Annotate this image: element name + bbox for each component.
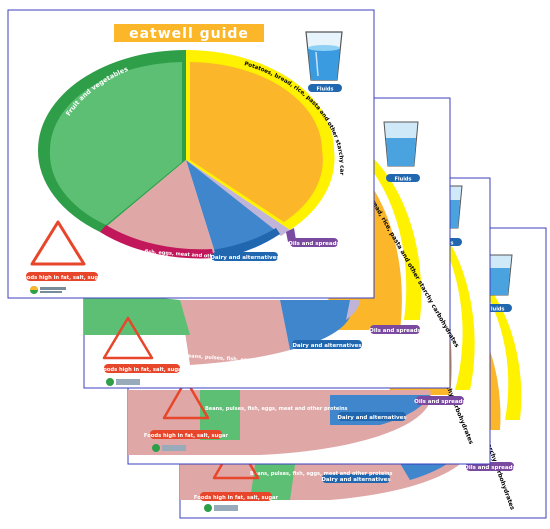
fluids-label-2 [386, 174, 420, 182]
page-title: eatwell guide [129, 26, 249, 42]
dairy-text: Dairy and alternatives [210, 255, 280, 261]
logo-text-3 [162, 445, 186, 451]
fluids-glass-icon [305, 31, 343, 81]
fat-salt-sugar-text: Foods high in fat, salt, sugar [20, 275, 105, 281]
logo-text-2 [116, 379, 140, 385]
oils-label-2 [370, 325, 420, 334]
treat-triangle-icon-3 [162, 378, 210, 420]
fluids-text: Fluids [317, 87, 334, 93]
fluids-text-4: Fluids [488, 307, 505, 313]
fluids-label [308, 84, 342, 92]
fat-salt-sugar-label [26, 272, 98, 281]
logo-text-line-1 [40, 287, 66, 290]
dairy-text-2: Dairy and alternatives [292, 343, 362, 349]
oils-text-3: Oils and spreads [414, 399, 466, 405]
proteins-segment-rim [100, 225, 214, 259]
dairy-text-3: Dairy and alternatives [337, 415, 407, 421]
logo-icon [30, 286, 38, 294]
fat-salt-sugar-text-3: Foods high in fat, salt, sugar [144, 433, 229, 439]
starchy-segment [190, 62, 323, 222]
dairy-label-2 [292, 340, 362, 349]
fat-salt-sugar-text-4: Foods high in fat, salt, sugar [194, 495, 279, 501]
logo-icon-3 [152, 444, 160, 452]
logo-text-line-2 [40, 291, 62, 293]
fruit-veg-segment [49, 62, 183, 225]
logo-icon-2 [106, 378, 114, 386]
proteins-segment [100, 160, 216, 257]
treat-triangle-icon-2 [102, 316, 154, 360]
oils-text: Oils and spreads [288, 241, 340, 247]
dairy-text-4: Dairy and alternatives [321, 477, 391, 483]
oils-text-4: Oils and spreads [464, 465, 516, 471]
oils-label-3 [416, 396, 464, 405]
fat-salt-sugar-label-4 [200, 492, 272, 501]
dairy-segment [186, 160, 280, 256]
fluids-text-2: Fluids [395, 177, 412, 183]
proteins-text-3: Beans, pulses, fish, eggs, meat and othe… [205, 406, 348, 412]
treat-triangle-icon [30, 220, 86, 266]
dairy-label-3 [338, 412, 406, 421]
fat-salt-sugar-label-3 [150, 430, 222, 439]
oils-segment [186, 160, 290, 236]
logo-text-4 [214, 505, 238, 511]
oils-text-2: Oils and spreads [369, 328, 421, 334]
logo-icon-4 [204, 504, 212, 512]
title-banner [114, 24, 264, 42]
proteins-text-4: Beans, pulses, fish, eggs, meat and othe… [250, 471, 393, 477]
fat-salt-sugar-text-2: Foods high in fat, salt, sugar [100, 367, 185, 373]
sheet-front: eatwell guide Fruit and vegetables Potat… [0, 0, 375, 299]
dairy-label [212, 252, 278, 261]
fat-salt-sugar-label-2 [104, 364, 180, 373]
dairy-label-4 [322, 474, 390, 483]
oils-label [290, 238, 338, 247]
fluids-glass-icon-2 [383, 121, 419, 167]
